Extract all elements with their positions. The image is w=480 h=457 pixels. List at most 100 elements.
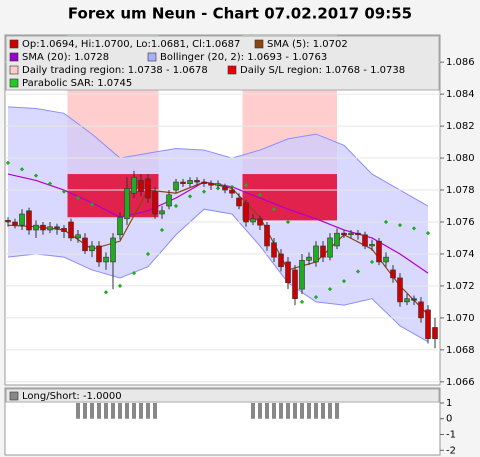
legend-swatch (227, 65, 237, 75)
candle-body (320, 245, 326, 258)
candle-body (313, 245, 319, 263)
y-tick-label: -1 (446, 430, 456, 441)
candle-body (145, 178, 151, 199)
candle-body (26, 210, 32, 231)
candle-body (89, 245, 95, 252)
candle-body (418, 301, 424, 319)
candle-body (264, 224, 270, 247)
position-bar (146, 402, 150, 419)
position-bar (153, 402, 157, 419)
position-bar (258, 402, 262, 419)
bollinger-lower (7, 208, 429, 343)
legend-label: Long/Short: -1.0000 (22, 391, 122, 402)
candle-body (411, 298, 417, 301)
position-bar (265, 402, 269, 419)
y-tick-label: 1 (446, 398, 452, 409)
sar-dot (33, 173, 39, 178)
candle-body (187, 180, 193, 184)
sar-dot (5, 160, 11, 165)
position-bar (104, 402, 108, 419)
candle-body (243, 202, 249, 223)
candle-body (131, 176, 137, 194)
position-bar (83, 402, 87, 419)
candle-body (355, 232, 361, 236)
sar-dot (313, 294, 319, 300)
candle-body (369, 244, 375, 247)
sar-dot (355, 269, 361, 274)
candle-body (194, 180, 200, 183)
candle-body (278, 253, 284, 268)
candle-body (257, 218, 263, 226)
candle-body (362, 234, 368, 247)
sar-dot (341, 278, 347, 284)
candle-body (82, 237, 88, 252)
legend-label: SMA (20): 1.0728 (22, 52, 109, 63)
position-bar (272, 402, 276, 419)
position-bar (97, 402, 101, 419)
sar-dot (243, 183, 249, 188)
sar-dot (299, 299, 305, 305)
y-tick-label: 1.078 (446, 185, 475, 196)
legend-box (5, 388, 440, 403)
legend-swatch (9, 52, 19, 62)
candle-body (138, 180, 144, 192)
sar-dot (285, 219, 291, 225)
sar-dot (61, 189, 67, 194)
candle-body (376, 240, 382, 263)
sar-dot (131, 271, 137, 276)
candle-body (215, 183, 221, 186)
candle-body (250, 218, 256, 223)
position-bar (118, 402, 122, 419)
candle-body (180, 181, 186, 184)
sar-dot (411, 226, 417, 231)
candle-body (12, 221, 18, 226)
candle-body (327, 237, 333, 258)
sar-dot (201, 189, 207, 194)
candle-body (397, 277, 403, 303)
candle-body (33, 224, 39, 231)
sar-dot (47, 181, 53, 186)
candle-body (173, 181, 179, 191)
position-bar (251, 402, 255, 419)
candle-body (40, 224, 46, 231)
sar-dot (383, 219, 389, 225)
y-tick-label: 1.086 (446, 57, 475, 68)
position-bar (328, 402, 332, 419)
y-tick-label: 1.074 (446, 249, 475, 260)
y-tick-label: 1.084 (446, 89, 475, 100)
candle-body (47, 226, 53, 231)
candle-body (117, 216, 123, 236)
candle-body (292, 269, 298, 299)
candle-body (5, 220, 11, 223)
sar-dot (397, 223, 403, 228)
legend-swatch (9, 391, 19, 401)
position-bar (139, 402, 143, 419)
sar-dot (257, 192, 263, 197)
y-tick-label: 1.076 (446, 217, 475, 228)
sar-dot (173, 203, 179, 209)
legend-label: Parabolic SAR: 1.0745 (22, 78, 132, 89)
position-bar (314, 402, 318, 419)
sar-dot (89, 202, 95, 207)
legend-swatch (147, 52, 157, 62)
candle-body (208, 183, 214, 186)
candle-body (404, 298, 410, 303)
sar-dot (159, 227, 165, 233)
position-bar (76, 402, 80, 419)
legend-swatch (9, 65, 19, 75)
candle-body (432, 327, 438, 339)
candle-body (201, 181, 207, 184)
position-bar (286, 402, 290, 419)
candle-body (285, 261, 291, 284)
candle-body (61, 228, 67, 232)
candle-body (306, 256, 312, 261)
position-bar (335, 402, 339, 419)
candle-body (229, 189, 235, 194)
candle-body (348, 232, 354, 236)
candle-body (390, 269, 396, 279)
sar-dot (425, 231, 431, 236)
sar-dot (145, 251, 151, 257)
y-tick-label: 1.066 (446, 377, 475, 388)
y-tick-label: 1.072 (446, 281, 475, 292)
